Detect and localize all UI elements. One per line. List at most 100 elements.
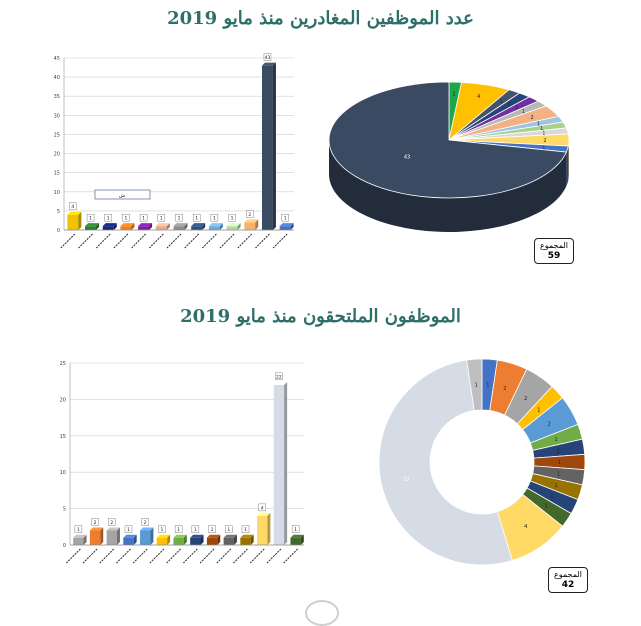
joined-bar-category-label: [166, 548, 182, 564]
joined-bar-data-label-box: [208, 525, 216, 533]
joined-bar-bar-side: [83, 534, 87, 545]
left-bar-bar-top: [138, 223, 153, 227]
joined-bar-data-label-box: [241, 525, 250, 533]
left-bar-bar-top: [208, 223, 223, 227]
left-pie-slice-label: 1: [508, 102, 511, 108]
left-bar-bar-front: [208, 226, 220, 230]
joined-bar-bar-top: [290, 534, 304, 538]
joined-bar-bar-front: [257, 515, 268, 545]
joined-bar-bar-side: [267, 512, 271, 545]
left-pie-slice-label: 1: [515, 105, 518, 111]
left-bar-bar-front: [279, 226, 291, 230]
left-bar-bar-side: [272, 62, 276, 231]
left-pie-slice-label: 1: [452, 92, 455, 98]
joined-bar-bar: [123, 534, 137, 545]
joined-bar-bar: [89, 527, 104, 545]
left-pie-slice: [328, 81, 567, 199]
left-bar-data-label: 1: [89, 216, 92, 222]
left-bar-ytick-label: 20: [54, 152, 60, 158]
joined-bar-category-label: [283, 548, 299, 564]
joined-bar-category-label: [65, 548, 81, 564]
joined-bar-bar-side: [200, 534, 204, 545]
left-bar-data-label: 1: [284, 216, 287, 222]
left-bar-chart: 0 5 10 15 20 25 30 35 40 45 4 1 1 1 1 1 1 1 1 1 2 43 1 ش: [54, 53, 294, 249]
page-number-mark: [305, 600, 339, 626]
left-pie-slice-label: 43: [404, 154, 410, 160]
joined-donut-slice-label: 1: [554, 437, 557, 443]
joined-donut-slice-label: 2: [503, 386, 506, 392]
joined-bar-bar-top: [156, 534, 171, 538]
joined-bar-bar-side: [284, 381, 288, 545]
left-bar-bar-front: [67, 214, 79, 230]
left-pie-slice-label: 2: [531, 115, 534, 121]
left-bar-bar-side: [255, 219, 259, 230]
left-bar-bar-front: [173, 226, 185, 230]
joined-donut-slice: [378, 359, 513, 566]
left-bar-bar-top: [279, 223, 294, 227]
joined-bar-bar-side: [233, 534, 237, 545]
left-bar-bar: [138, 223, 153, 230]
joined-bar-category-label: [149, 548, 165, 564]
left-bar-category-label: [237, 233, 253, 249]
left-bar-data-label-box: [157, 213, 166, 222]
left-bar-data-label-box: [86, 213, 95, 222]
joined-bar-bar-front: [190, 537, 201, 545]
left-bar-category-label: [113, 233, 129, 249]
joined-bar-bar: [223, 534, 237, 545]
total-joined-box: المجموع 42: [548, 567, 588, 593]
left-bar-data-label: 1: [195, 216, 198, 222]
joined-bar-data-label-box: [74, 525, 83, 533]
joined-donut-slice-label: 4: [524, 524, 527, 530]
joined-bar-category-label: [182, 548, 198, 564]
left-bar-ytick-label: 15: [54, 171, 60, 177]
joined-bar-bar-top: [223, 534, 237, 538]
joined-bar-data-label: 1: [227, 527, 230, 533]
joined-bar-data-label-box: [291, 525, 300, 533]
joined-bar-data-label-box: [275, 372, 283, 381]
left-bar-category-label: [184, 233, 200, 249]
joined-donut-slice-label: 1: [544, 504, 547, 510]
left-bar-bar-top: [67, 211, 82, 215]
left-bar-category-label: [272, 233, 288, 249]
left-pie-slice-label: 1: [542, 131, 545, 137]
left-bar-bar: [173, 223, 188, 230]
joined-bar-category-label: [249, 548, 265, 564]
joined-bar-bar-front: [140, 530, 151, 545]
left-bar-data-label: 1: [107, 216, 110, 222]
left-bar-data-label-box: [104, 213, 112, 222]
left-bar-bar-front: [226, 226, 238, 230]
joined-donut-slice-label: 1: [537, 407, 540, 413]
joined-donut-slice-label: 22: [403, 477, 409, 483]
joined-donut-slice-label: 1: [557, 472, 560, 478]
joined-bar-bar-top: [206, 534, 221, 538]
chart-title-left: عدد الموظفين المغادرين منذ مايو 2019: [167, 8, 474, 29]
left-bar-bar-side: [113, 223, 117, 230]
left-bar-data-label: 43: [265, 55, 271, 61]
joined-bar-bar-front: [89, 530, 101, 545]
joined-bar-data-label: 1: [294, 527, 297, 533]
left-bar-bar-top: [102, 223, 117, 227]
joined-bar-bar-top: [140, 527, 154, 531]
joined-bar-bar-front: [206, 537, 218, 545]
joined-bar-bar-top: [190, 534, 204, 538]
left-bar-annotation-box: [94, 189, 151, 200]
left-bar-bar: [261, 62, 276, 231]
left-bar-bar-side: [96, 223, 100, 230]
joined-donut-slice-label: 1: [486, 383, 489, 389]
joined-bar-category-label: [233, 548, 248, 564]
left-bar-category-label: [148, 233, 164, 249]
left-bar-bar-side: [237, 223, 241, 230]
joined-bar-bar: [190, 534, 204, 545]
left-bar-bar-front: [102, 226, 114, 230]
joined-bar-data-label-box: [258, 503, 266, 512]
joined-bar-bar: [257, 512, 271, 545]
joined-donut-slice-label: 1: [558, 460, 561, 466]
joined-bar-category-label: [216, 548, 232, 564]
joined-bar-bar-side: [217, 534, 221, 545]
joined-donut-slice-label: 1: [554, 483, 557, 489]
left-bar-bar: [279, 223, 294, 230]
joined-bar-bar: [173, 534, 187, 545]
left-bar-bar: [85, 223, 100, 230]
